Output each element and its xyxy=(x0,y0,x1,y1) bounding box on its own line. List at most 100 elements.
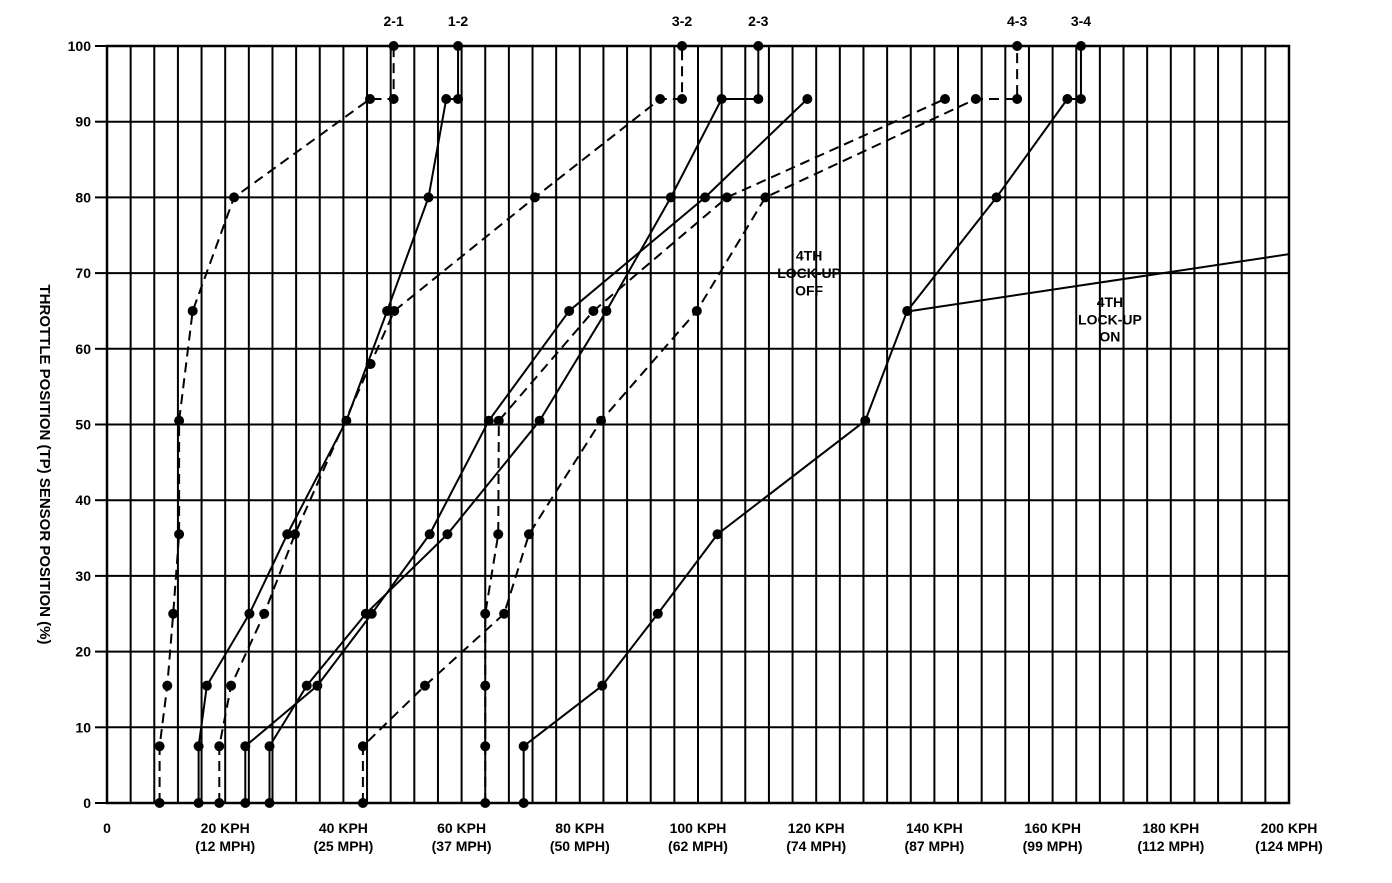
y-tick-label: 40 xyxy=(75,492,91,508)
data-point xyxy=(388,93,399,104)
data-point xyxy=(529,192,540,203)
data-point xyxy=(193,741,204,752)
data-point xyxy=(388,41,399,51)
data-point xyxy=(419,680,430,691)
data-point xyxy=(453,41,464,51)
y-tick-label: 0 xyxy=(83,795,91,811)
data-point xyxy=(389,305,400,316)
y-tick-label: 70 xyxy=(75,265,91,281)
series-line-2-1 xyxy=(158,46,395,803)
series-line-4th-lock-up-off xyxy=(484,98,946,803)
data-point xyxy=(480,741,491,752)
data-point xyxy=(154,741,165,752)
data-point xyxy=(174,415,185,426)
data-point xyxy=(700,192,711,203)
data-point xyxy=(480,798,491,808)
data-point xyxy=(168,608,179,619)
data-point xyxy=(162,680,173,691)
data-point xyxy=(289,529,300,540)
data-point xyxy=(499,608,510,619)
data-point xyxy=(601,305,612,316)
data-point xyxy=(480,608,491,619)
y-tick-label: 10 xyxy=(75,719,91,735)
y-tick-label: 50 xyxy=(75,417,91,433)
data-point xyxy=(753,41,764,51)
x-tick-sublabel: (87 MPH) xyxy=(904,838,964,854)
data-point xyxy=(518,798,529,808)
x-tick-label: 200 KPH xyxy=(1261,820,1318,836)
data-point xyxy=(1012,93,1023,104)
annotation-label: 2-1 xyxy=(384,13,404,29)
y-tick-label: 80 xyxy=(75,189,91,205)
data-point xyxy=(564,305,575,316)
data-point xyxy=(721,192,732,203)
data-point xyxy=(483,415,494,426)
data-point xyxy=(677,41,688,51)
data-point xyxy=(588,305,599,316)
x-tick-label: 80 KPH xyxy=(555,820,604,836)
data-point xyxy=(480,680,491,691)
data-point xyxy=(523,529,534,540)
data-point xyxy=(244,608,255,619)
data-point xyxy=(382,305,393,316)
data-point xyxy=(214,741,225,752)
data-point xyxy=(424,529,435,540)
data-point xyxy=(201,680,212,691)
annotation-label: ON xyxy=(1099,329,1120,345)
x-tick-label: 120 KPH xyxy=(788,820,845,836)
data-point xyxy=(716,93,727,104)
x-tick-sublabel: (62 MPH) xyxy=(668,838,728,854)
data-point xyxy=(193,798,204,808)
data-point xyxy=(902,305,913,316)
data-point xyxy=(596,415,607,426)
data-point xyxy=(441,93,452,104)
data-point xyxy=(760,192,771,203)
x-tick-label: 160 KPH xyxy=(1024,820,1081,836)
data-point xyxy=(154,798,165,808)
annotation-label: 4TH xyxy=(796,248,822,264)
data-point xyxy=(1012,41,1023,51)
annotation-label: 3-4 xyxy=(1071,13,1091,29)
data-point xyxy=(597,680,608,691)
x-tick-sublabel: (74 MPH) xyxy=(786,838,846,854)
x-tick-label: 60 KPH xyxy=(437,820,486,836)
data-point xyxy=(802,93,813,104)
data-point xyxy=(442,529,453,540)
data-point xyxy=(357,741,368,752)
data-point xyxy=(493,529,504,540)
x-tick-sublabel: (99 MPH) xyxy=(1023,838,1083,854)
data-point xyxy=(677,93,688,104)
points-layer xyxy=(154,41,1086,808)
data-point xyxy=(229,192,240,203)
data-point xyxy=(753,93,764,104)
grid-layer xyxy=(95,44,1291,805)
y-tick-label: 30 xyxy=(75,568,91,584)
data-point xyxy=(652,608,663,619)
data-point xyxy=(860,415,871,426)
label-layer: 0 10 20 30 40 50 60 70 80 90 100 0 20 KPH (12 MPH) 40 … xyxy=(36,13,1323,854)
x-tick-sublabel: (37 MPH) xyxy=(432,838,492,854)
data-point xyxy=(364,93,375,104)
x-tick-sublabel: (50 MPH) xyxy=(550,838,610,854)
y-tick-label: 90 xyxy=(75,114,91,130)
data-point xyxy=(493,415,504,426)
x-tick-sublabel: (25 MPH) xyxy=(313,838,373,854)
data-point xyxy=(357,798,368,808)
data-point xyxy=(226,680,237,691)
data-point xyxy=(423,192,434,203)
x-tick-label: 40 KPH xyxy=(319,820,368,836)
data-point xyxy=(1062,93,1073,104)
data-point xyxy=(1075,41,1086,51)
annotation-label: LOCK-UP xyxy=(1078,311,1142,327)
data-point xyxy=(366,608,377,619)
data-point xyxy=(301,680,312,691)
data-point xyxy=(365,358,376,369)
data-point xyxy=(282,529,293,540)
annotation-label: 4TH xyxy=(1097,294,1123,310)
data-point xyxy=(174,529,185,540)
data-point xyxy=(655,93,666,104)
y-tick-label: 60 xyxy=(75,341,91,357)
data-point xyxy=(240,741,251,752)
x-tick-sublabel: (112 MPH) xyxy=(1137,838,1204,854)
